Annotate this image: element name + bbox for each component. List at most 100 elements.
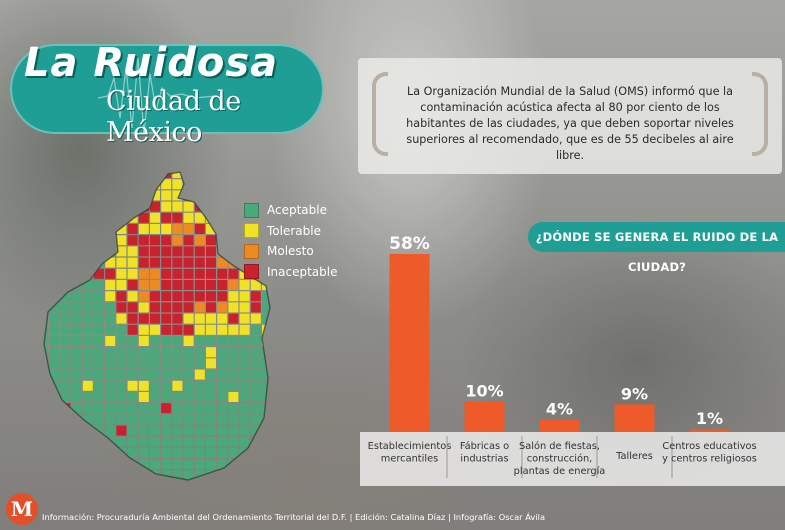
map-cell (116, 414, 127, 425)
map-cell (150, 291, 160, 302)
map-cell (183, 347, 194, 358)
map-cell (116, 358, 127, 369)
map-cell (262, 313, 270, 324)
map-cell (161, 190, 172, 201)
map-cell (82, 414, 93, 425)
map-cell (150, 380, 160, 391)
map-cell (161, 336, 172, 346)
map-cell (161, 436, 172, 447)
map-cell (183, 257, 194, 268)
map-cell (127, 313, 138, 324)
map-cell (82, 358, 93, 369)
map-cell (105, 392, 116, 402)
map-cell (239, 380, 250, 391)
map-cell (138, 324, 149, 335)
map-cell (127, 347, 138, 358)
map-cell (228, 302, 239, 313)
map-cell (82, 380, 93, 391)
map-cell (105, 280, 116, 290)
map-cell (239, 291, 250, 302)
map-cell (206, 302, 216, 313)
map-cell (94, 268, 104, 279)
map-cell (60, 380, 71, 391)
map-cell (250, 347, 261, 358)
category-band (360, 432, 785, 486)
map-cell (138, 246, 149, 257)
map-cell (60, 336, 71, 346)
map-cell (262, 302, 270, 313)
map-cell (60, 324, 71, 335)
map-cell (228, 324, 239, 335)
chart-title-pill: ¿DÓNDE SE GENERA EL RUIDO DE LA CIUDAD? (528, 222, 785, 274)
map-cell (150, 224, 160, 234)
map-cell (194, 448, 205, 458)
map-cell (127, 336, 138, 346)
map-cell (172, 302, 183, 313)
map-cell (116, 268, 127, 279)
map-cell (71, 380, 82, 391)
map-cell (172, 414, 183, 425)
map-cell (239, 347, 250, 358)
legend-label: Molesto (267, 244, 314, 259)
map-cell (206, 414, 216, 425)
map-cell (206, 347, 216, 358)
map-cell (116, 224, 127, 234)
map-cell (183, 268, 194, 279)
map-cell (150, 280, 160, 290)
map-legend: Aceptable Tolerable Molesto Inaceptable (244, 200, 338, 282)
category-label: Centros educativos y centros religiosos (662, 441, 757, 465)
map-cell (250, 403, 261, 414)
map-cell (150, 459, 160, 470)
map-cell (194, 380, 205, 391)
map-cell (217, 336, 228, 346)
map-cell (138, 414, 149, 425)
map-cell (94, 380, 104, 391)
map-cell (82, 347, 93, 358)
map-cell (172, 470, 183, 480)
legend-item-inaceptable: Inaceptable (244, 262, 338, 283)
map-cell (127, 224, 138, 234)
map-cell (138, 235, 149, 246)
map-cell (138, 369, 149, 380)
bar-value-label: 9% (621, 384, 648, 403)
map-cell (150, 414, 160, 425)
map-cell (239, 302, 250, 313)
map-cell (116, 313, 127, 324)
map-cell (217, 280, 228, 290)
bar (614, 404, 655, 432)
map-cell (138, 347, 149, 358)
map-cell (172, 380, 183, 391)
map-cell (194, 459, 205, 470)
map-cell (183, 414, 194, 425)
map-cell (105, 324, 116, 335)
info-box: La Organización Mundial de la Salud (OMS… (358, 58, 782, 174)
category-label: Talleres (615, 451, 653, 462)
map-cell (206, 403, 216, 414)
map-cell (217, 448, 228, 458)
map-cell (150, 190, 160, 201)
map-cell (150, 448, 160, 458)
map-cell (161, 235, 172, 246)
map-cell (105, 380, 116, 391)
map-cell (194, 470, 205, 480)
map-cell (116, 302, 127, 313)
title-banner: La Ruidosa Ciudad de México (10, 38, 328, 148)
map-cell (239, 403, 250, 414)
map-cell (94, 369, 104, 380)
map-cell (194, 280, 205, 290)
map-cell (94, 403, 104, 414)
map-cell (183, 369, 194, 380)
map-cell (183, 403, 194, 414)
map-cell (183, 448, 194, 458)
map-cell (105, 347, 116, 358)
left-bracket (372, 72, 388, 156)
map-cell (183, 313, 194, 324)
map-cell (138, 380, 149, 391)
map-cell (161, 257, 172, 268)
map-cell (105, 414, 116, 425)
map-cell (82, 403, 93, 414)
map-cell (150, 201, 160, 212)
bar (464, 401, 505, 432)
map-cell (138, 336, 149, 346)
map-cell (127, 324, 138, 335)
